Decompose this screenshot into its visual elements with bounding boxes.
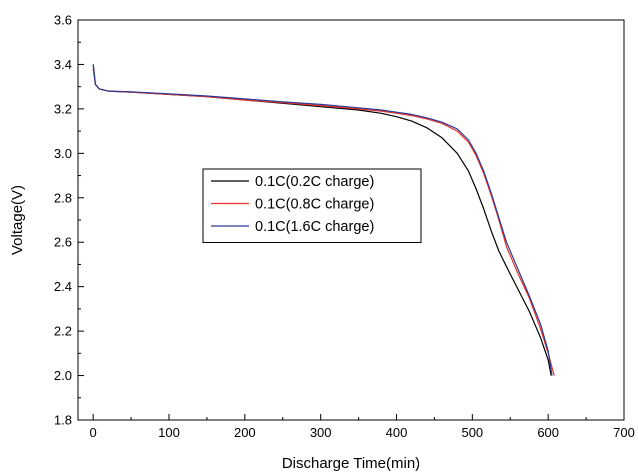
y-tick-label: 2.2 (54, 324, 72, 339)
y-tick-label: 2.0 (54, 368, 72, 383)
legend-label-2: 0.1C(0.8C charge) (255, 197, 374, 213)
x-tick-label: 700 (613, 425, 635, 440)
series-line-3 (92, 64, 553, 376)
y-tick-label: 3.6 (54, 13, 72, 28)
y-tick-label: 3.4 (54, 57, 72, 72)
y-tick-label: 3.0 (54, 146, 72, 161)
y-tick-label: 1.8 (54, 413, 72, 428)
x-tick-label: 100 (158, 425, 180, 440)
x-tick-label: 0 (90, 425, 97, 440)
legend-label-1: 0.1C(0.2C charge) (255, 174, 374, 190)
x-axis-title: Discharge Time(min) (282, 455, 420, 472)
x-tick-label: 500 (461, 425, 483, 440)
legend-label-3: 0.1C(1.6C charge) (255, 219, 374, 235)
y-tick-label: 3.2 (54, 101, 72, 116)
y-tick-label: 2.6 (54, 235, 72, 250)
x-tick-label: 600 (537, 425, 559, 440)
y-tick-label: 2.4 (54, 279, 72, 294)
x-tick-label: 300 (310, 425, 332, 440)
x-tick-label: 400 (386, 425, 408, 440)
x-tick-label: 200 (234, 425, 256, 440)
y-axis-title: Voltage(V) (9, 185, 26, 255)
y-tick-label: 2.8 (54, 190, 72, 205)
